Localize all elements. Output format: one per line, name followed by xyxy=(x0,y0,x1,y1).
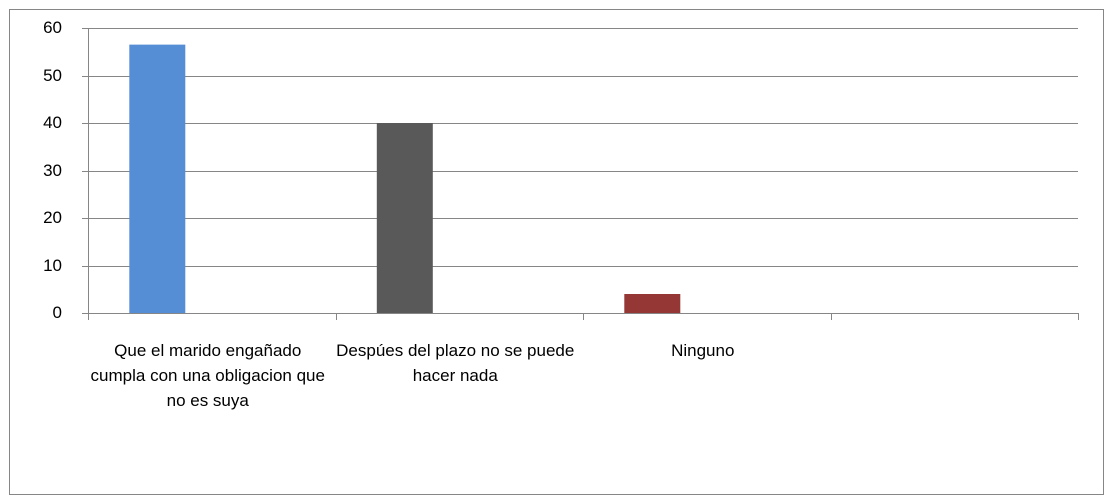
y-tick-label: 60 xyxy=(43,18,62,37)
y-tick-label: 40 xyxy=(43,113,62,132)
y-tick-label: 10 xyxy=(43,256,62,275)
x-tick-label: Ninguno xyxy=(671,341,735,360)
x-tick-label: Despúes del plazo no se puede hacer nada xyxy=(336,341,575,385)
bar xyxy=(129,44,186,313)
y-tick-label: 30 xyxy=(43,161,62,180)
bar xyxy=(624,294,681,313)
bar xyxy=(376,123,433,313)
chart-frame xyxy=(9,9,1104,495)
y-tick-label: 0 xyxy=(53,303,62,322)
y-tick-label: 50 xyxy=(43,66,62,85)
y-tick-label: 20 xyxy=(43,208,62,227)
x-tick-label: Que el marido engañado cumpla con una ob… xyxy=(90,341,325,410)
